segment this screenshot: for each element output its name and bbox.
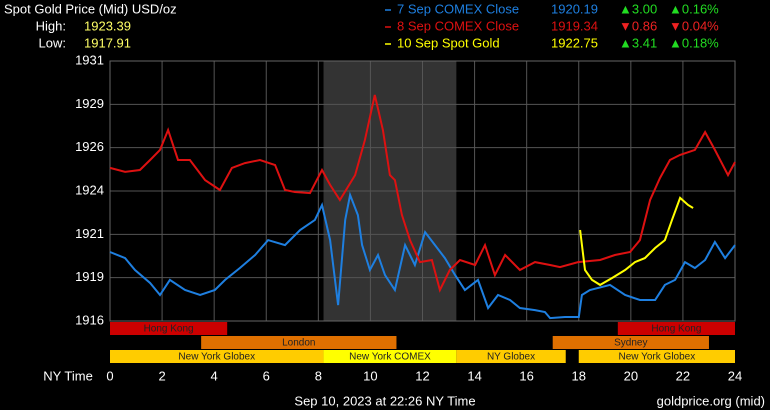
session-label: Hong Kong <box>651 324 701 335</box>
high-value: 1923.39 <box>84 18 131 33</box>
session-label: NY Globex <box>487 352 535 363</box>
legend-name: 8 Sep COMEX Close <box>397 18 519 33</box>
x-tick-label: 22 <box>676 368 690 383</box>
x-tick-label: 24 <box>728 368 742 383</box>
session-label: London <box>282 338 315 349</box>
chart-title: Spot Gold Price (Mid) USD/oz <box>4 1 177 16</box>
x-tick-label: 0 <box>106 368 113 383</box>
session-bar <box>578 350 735 363</box>
legend-change: ▼0.86 <box>619 18 657 33</box>
low-value: 1917.91 <box>84 35 131 50</box>
session-bar <box>110 350 324 363</box>
x-tick-label: 14 <box>467 368 481 383</box>
x-tick-label: 6 <box>263 368 270 383</box>
x-tick-label: 18 <box>572 368 586 383</box>
x-tick-label: 2 <box>158 368 165 383</box>
y-tick-label: 1929 <box>75 96 104 111</box>
legend-close: 1922.75 <box>551 35 598 50</box>
x-tick-label: 20 <box>624 368 638 383</box>
legend-name: 7 Sep COMEX Close <box>397 1 519 16</box>
x-tick-label: 4 <box>211 368 218 383</box>
y-tick-label: 1919 <box>75 269 104 284</box>
session-bar <box>323 350 457 363</box>
y-tick-label: 1926 <box>75 139 104 154</box>
y-tick-label: 1931 <box>75 52 104 67</box>
x-tick-label: 10 <box>363 368 377 383</box>
footer-right: goldprice.org (mid) <box>657 393 765 408</box>
price-line <box>109 191 736 320</box>
session-bar <box>617 322 735 335</box>
session-label: Sydney <box>614 338 647 349</box>
legend-change-pct: ▼0.04% <box>669 18 719 33</box>
legend-close: 1919.34 <box>551 18 598 33</box>
session-bar <box>552 336 709 349</box>
session-label: New York COMEX <box>349 352 431 363</box>
session-bar <box>110 322 228 335</box>
session-label: Hong Kong <box>144 324 194 335</box>
x-axis-label: NY Time <box>43 368 93 383</box>
session-bar <box>201 336 397 349</box>
legend-change: ▲3.00 <box>619 1 657 16</box>
legend-close: 1920.19 <box>551 1 598 16</box>
price-line <box>109 94 736 293</box>
footer-left: Sep 10, 2023 at 22:26 NY Time <box>294 393 475 408</box>
x-tick-label: 12 <box>415 368 429 383</box>
legend-change-pct: ▲0.16% <box>669 1 719 16</box>
y-tick-label: 1916 <box>75 312 104 327</box>
y-tick-label: 1921 <box>75 226 104 241</box>
y-tick-label: 1924 <box>75 182 104 197</box>
session-label: New York Globex <box>619 352 696 363</box>
session-label: New York Globex <box>178 352 255 363</box>
x-tick-label: 8 <box>315 368 322 383</box>
x-tick-label: 16 <box>519 368 533 383</box>
plot-border <box>109 60 736 322</box>
price-line <box>579 196 694 287</box>
legend-name: 10 Sep Spot Gold <box>397 35 500 50</box>
low-label: Low: <box>39 35 66 50</box>
high-label: High: <box>36 18 66 33</box>
legend-change: ▲3.41 <box>619 35 657 50</box>
session-bar <box>456 350 566 363</box>
legend-change-pct: ▲0.18% <box>669 35 719 50</box>
